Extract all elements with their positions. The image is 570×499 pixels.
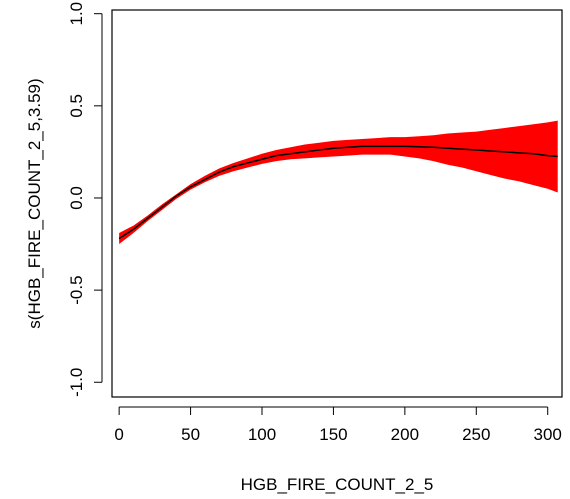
x-axis: 0 50 100 150 200 250 300 — [114, 406, 562, 444]
y-tick-label: -0.5 — [67, 275, 86, 304]
plot-frame — [111, 9, 563, 398]
y-tick-label: 0.5 — [67, 94, 86, 118]
x-tick-label: 100 — [248, 425, 276, 444]
x-tick-label: 0 — [114, 425, 123, 444]
smooth-estimate-line — [118, 145, 558, 240]
y-tick-label: 0.0 — [67, 186, 86, 210]
y-tick-label: 1.0 — [67, 2, 86, 26]
x-tick-label: 300 — [534, 425, 562, 444]
y-tick-label: -1.0 — [67, 368, 86, 397]
x-tick-label: 150 — [319, 425, 347, 444]
y-axis-label: s(HGB_FIRE_COUNT_2_5,3.59) — [25, 78, 44, 328]
x-tick-label: 50 — [181, 425, 200, 444]
y-axis: -1.0 -0.5 0.0 0.5 1.0 — [67, 2, 103, 397]
confidence-band — [119, 120, 558, 245]
smooth-line-layer — [118, 145, 558, 240]
x-tick-label: 250 — [462, 425, 490, 444]
x-tick-label: 200 — [391, 425, 419, 444]
confidence-band-layer — [119, 120, 558, 245]
x-axis-label: HGB_FIRE_COUNT_2_5 — [241, 475, 434, 494]
